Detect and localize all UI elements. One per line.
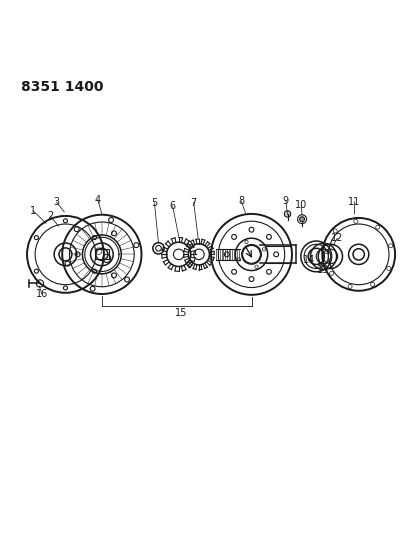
Text: 8351 1400: 8351 1400 xyxy=(21,80,103,94)
Text: 7: 7 xyxy=(190,198,196,207)
Text: 11: 11 xyxy=(347,197,360,207)
Text: 1: 1 xyxy=(30,206,36,216)
Text: 3: 3 xyxy=(54,197,59,207)
Text: 8: 8 xyxy=(238,196,244,206)
Text: 15: 15 xyxy=(174,309,187,318)
Text: 6: 6 xyxy=(169,201,175,211)
Text: 2: 2 xyxy=(47,212,54,221)
Text: 12: 12 xyxy=(330,233,343,243)
Text: 9: 9 xyxy=(282,196,288,206)
Bar xyxy=(94,249,109,260)
Text: 10: 10 xyxy=(294,200,307,210)
Text: 4: 4 xyxy=(94,195,101,205)
Circle shape xyxy=(299,217,304,222)
Circle shape xyxy=(283,211,290,217)
Text: 14: 14 xyxy=(303,255,315,265)
Text: 16: 16 xyxy=(36,289,48,299)
Text: 5: 5 xyxy=(151,198,157,208)
Text: 13: 13 xyxy=(316,265,328,274)
